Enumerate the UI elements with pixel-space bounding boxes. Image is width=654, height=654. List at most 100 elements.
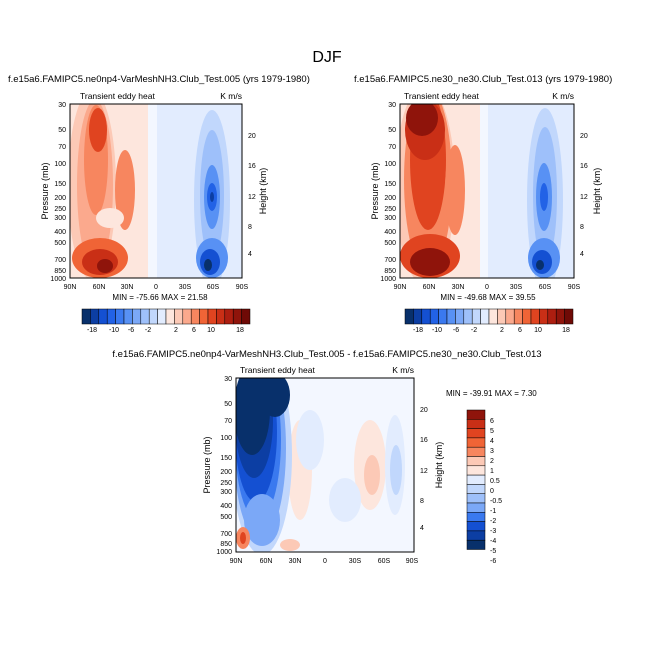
- panel-a-x-tick: 30N: [121, 284, 134, 291]
- colorbar-swatch: [488, 308, 498, 325]
- panel-b-y-tick: 300: [384, 215, 396, 222]
- panel-b-x-tick: 30N: [452, 284, 465, 291]
- panel-b-x-tick: 90N: [394, 284, 407, 291]
- colorbar-swatch: [429, 308, 439, 325]
- panel-a: f.e15a6.FAMIPC5.ne0np4-VarMeshNH3.Club_T…: [8, 74, 310, 334]
- panel-b: f.e15a6.FAMIPC5.ne30_ne30.Club_Test.013 …: [354, 74, 612, 334]
- colorbar-swatch: [466, 428, 486, 439]
- panel-c-y-tick: 200: [220, 469, 232, 476]
- panel-c-cbar-label: -3: [490, 528, 496, 535]
- panel-c-y-tick: 400: [220, 503, 232, 510]
- panel-a-cbar-label: -6: [128, 327, 134, 334]
- panel-a-y-ticks: 30 50 70 100 150 200 250 300 400 500 700…: [50, 102, 66, 283]
- panel-b-field: [400, 104, 574, 278]
- panel-a-x-tick: 0: [154, 284, 158, 291]
- colorbar-swatch: [132, 308, 142, 325]
- colorbar-swatch: [466, 512, 486, 522]
- panel-a-cbar-label: 2: [174, 327, 178, 334]
- panel-a-cbar-label: 18: [236, 327, 244, 334]
- panel-a-y-tick: 1000: [50, 276, 66, 283]
- panel-a-cbar-label: 10: [207, 327, 215, 334]
- panel-c-height-tick: 16: [420, 437, 428, 444]
- panel-a-ylabel-right: Height (km): [258, 168, 268, 215]
- panel-b-cbar-label: -6: [453, 327, 459, 334]
- panel-a-height-tick: 12: [248, 194, 256, 201]
- panel-b-height-ticks: 20 16 12 8 4: [580, 133, 588, 258]
- panel-b-y-tick: 400: [384, 229, 396, 236]
- panel-b-height-tick: 16: [580, 163, 588, 170]
- colorbar-swatch: [106, 308, 116, 325]
- colorbar-swatch: [522, 308, 532, 325]
- panel-b-y-tick: 700: [384, 257, 396, 264]
- colorbar-swatch: [123, 308, 133, 325]
- panel-a-y-tick: 300: [54, 215, 66, 222]
- panel-b-height-tick: 20: [580, 133, 588, 140]
- colorbar-swatch: [480, 308, 490, 325]
- panel-a-colorbar-labels: -18 -10 -6 -2 2 6 10 18: [87, 327, 244, 334]
- panel-b-y-ticks: 30 50 70 100 150 200 250 300 400 500 700…: [380, 102, 396, 283]
- panel-b-cbar-label: 18: [562, 327, 570, 334]
- panel-a-right-string: K m/s: [220, 91, 242, 101]
- colorbar-swatch: [471, 308, 481, 325]
- panel-a-x-tick: 90N: [64, 284, 77, 291]
- panel-a-y-tick: 850: [54, 268, 66, 275]
- colorbar-swatch: [232, 308, 242, 325]
- panel-a-y-tick: 400: [54, 229, 66, 236]
- panel-c-cbar-label: 1: [490, 468, 494, 475]
- page-title: DJF: [312, 49, 342, 66]
- colorbar-swatch: [455, 308, 465, 325]
- panel-a-title: f.e15a6.FAMIPC5.ne0np4-VarMeshNH3.Club_T…: [8, 74, 310, 85]
- panel-c-x-tick: 30S: [349, 558, 362, 565]
- panel-a-height-tick: 8: [248, 224, 252, 231]
- panel-b-y-tick: 850: [384, 268, 396, 275]
- panel-a-stats: MIN = -75.66 MAX = 21.58: [112, 293, 208, 302]
- panel-c-y-tick: 850: [220, 541, 232, 548]
- panel-c-y-tick: 50: [224, 401, 232, 408]
- panel-c-cbar-label: -1: [490, 508, 496, 515]
- colorbar-swatch: [466, 484, 486, 494]
- colorbar-swatch: [539, 308, 549, 325]
- panel-b-left-string: Transient eddy heat: [404, 91, 479, 101]
- panel-a-y-tick: 200: [54, 195, 66, 202]
- colorbar-swatch: [466, 437, 486, 448]
- colorbar-swatch: [555, 308, 565, 325]
- panel-a-height-tick: 4: [248, 251, 252, 258]
- panel-b-cbar-label: -10: [432, 327, 442, 334]
- panel-b-ylabel-right: Height (km): [592, 168, 602, 215]
- panel-c-cbar-label: 0.5: [490, 478, 500, 485]
- panel-c-y-ticks: 30 50 70 100 150 200 250 300 400 500 700…: [216, 376, 232, 556]
- panel-b-x-tick: 60N: [423, 284, 436, 291]
- colorbar-swatch: [190, 308, 200, 325]
- panel-c-stats: MIN = -39.91 MAX = 7.30: [446, 389, 537, 398]
- panel-b-colorbar-labels: -18 -10 -6 -2 2 6 10 18: [413, 327, 570, 334]
- panel-c-x-tick: 30N: [289, 558, 302, 565]
- colorbar-swatch: [148, 308, 158, 325]
- panel-b-y-tick: 70: [388, 144, 396, 151]
- panel-c-height-tick: 8: [420, 498, 424, 505]
- panel-c-ylabel-right: Height (km): [434, 442, 444, 489]
- colorbar-swatch: [98, 308, 108, 325]
- colorbar-swatch: [207, 308, 217, 325]
- panel-c-height-ticks: 20 16 12 8 4: [420, 407, 428, 532]
- panel-c-colorbar-labels: 6 5 4 3 2 1 0.5 0 -0.5 -1 -2 -3 -4 -5 -6: [490, 418, 502, 565]
- panel-a-cbar-label: -10: [109, 327, 119, 334]
- colorbar-swatch: [463, 308, 473, 325]
- colorbar-swatch: [157, 308, 167, 325]
- colorbar-swatch: [241, 308, 251, 325]
- panel-a-cbar-label: -18: [87, 327, 97, 334]
- panel-c-title: f.e15a6.FAMIPC5.ne0np4-VarMeshNH3.Club_T…: [112, 349, 541, 360]
- colorbar-swatch: [505, 308, 515, 325]
- panel-a-y-tick: 700: [54, 257, 66, 264]
- panel-b-ylabel: Pressure (mb): [370, 162, 380, 219]
- panel-a-x-tick: 60S: [207, 284, 220, 291]
- colorbar-swatch: [466, 465, 486, 476]
- colorbar-swatch: [182, 308, 192, 325]
- panel-b-y-tick: 100: [384, 161, 396, 168]
- panel-b-y-tick: 250: [384, 206, 396, 213]
- panel-b-cbar-label: -2: [471, 327, 477, 334]
- panel-c-cbar-label: 0: [490, 488, 494, 495]
- panel-a-y-tick: 30: [58, 102, 66, 109]
- colorbar-swatch: [140, 308, 150, 325]
- colorbar-swatch: [199, 308, 209, 325]
